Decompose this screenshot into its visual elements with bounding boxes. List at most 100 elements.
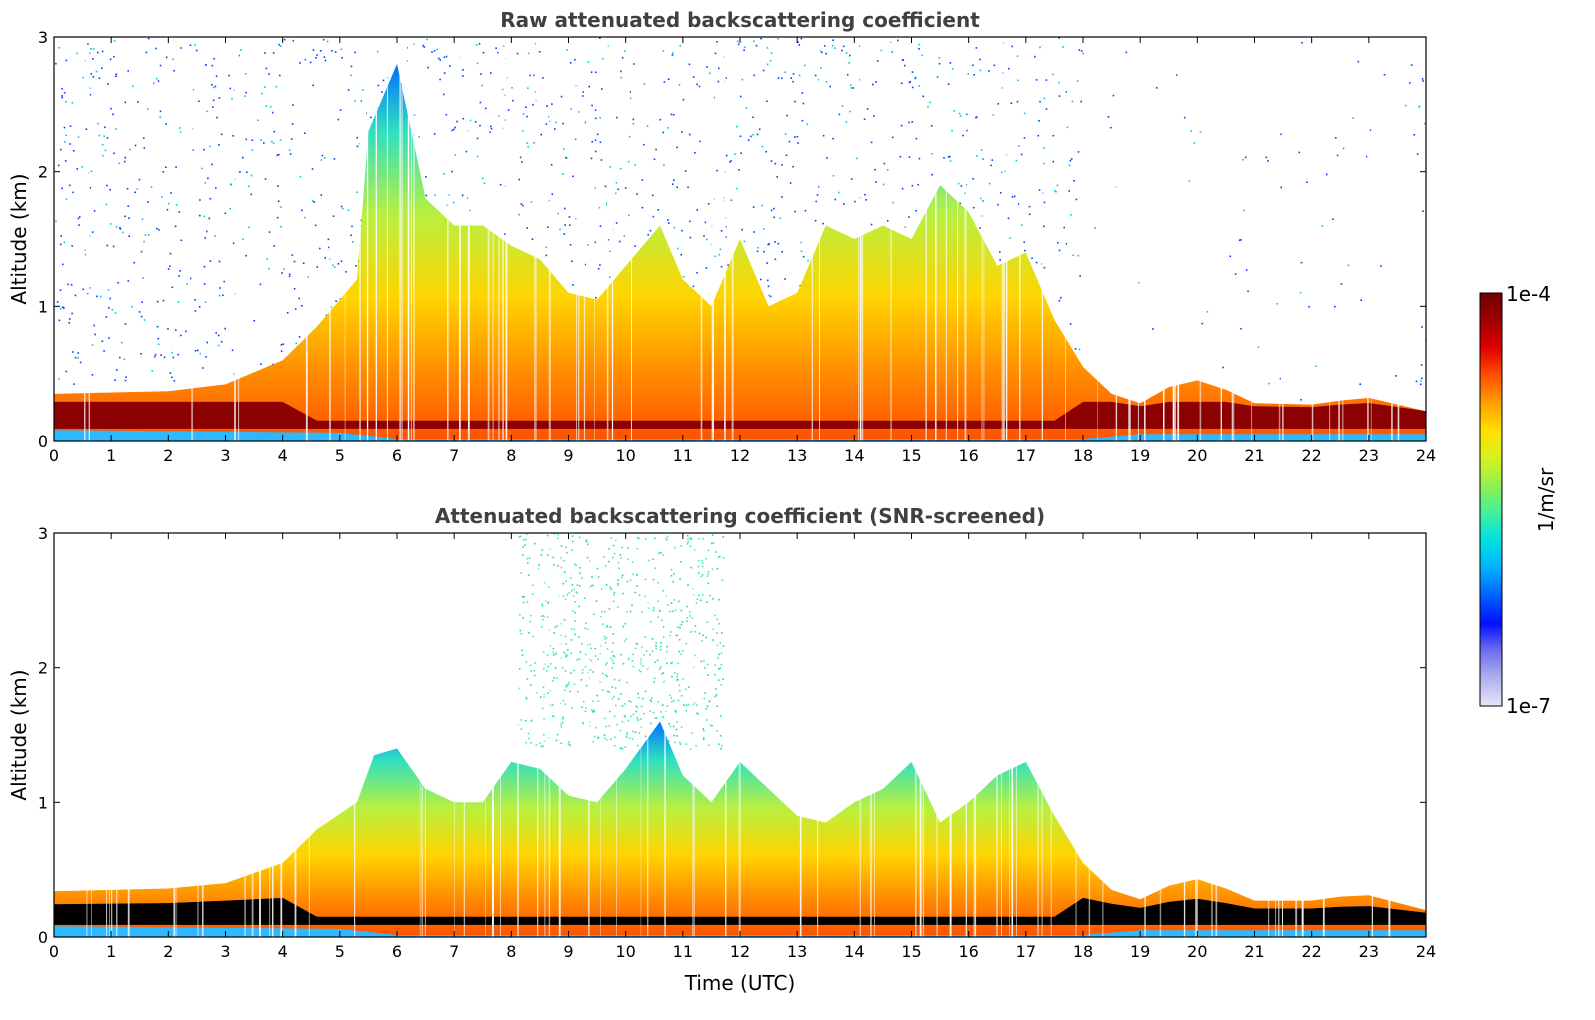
noise-dot — [570, 672, 572, 674]
noise-dot — [587, 244, 589, 246]
noise-dot — [644, 735, 647, 738]
noise-dot — [784, 278, 786, 280]
noise-dot — [1415, 380, 1418, 383]
noise-dot — [666, 650, 668, 653]
noise-dot — [527, 146, 529, 148]
noise-dot — [543, 667, 545, 670]
noise-dot — [561, 718, 564, 720]
noise-dot — [600, 616, 602, 618]
noise-dot — [794, 210, 796, 213]
noise-dot — [543, 651, 545, 654]
noise-dot — [449, 65, 451, 67]
noise-dot — [526, 142, 529, 144]
noise-dot — [594, 187, 596, 189]
noise-dot — [520, 203, 523, 205]
noise-dot — [304, 58, 307, 61]
noise-dot — [519, 629, 522, 632]
noise-dot — [613, 552, 616, 555]
noise-dot — [634, 731, 637, 733]
noise-dot — [705, 636, 707, 639]
noise-dot — [580, 679, 583, 681]
noise-dot — [701, 565, 704, 568]
noise-dot — [709, 724, 712, 727]
noise-dot — [587, 628, 589, 631]
noise-dot — [90, 48, 92, 50]
noise-dot — [291, 123, 294, 125]
noise-dot — [965, 113, 968, 116]
noise-dot — [456, 120, 458, 123]
noise-dot — [172, 58, 174, 61]
noise-dot — [632, 573, 634, 576]
noise-dot — [1247, 290, 1249, 293]
noise-dot — [718, 253, 720, 256]
noise-dot — [565, 546, 567, 549]
noise-dot — [198, 100, 200, 102]
noise-dot — [674, 709, 677, 712]
noise-dot — [701, 573, 704, 576]
noise-dot — [476, 137, 479, 140]
noise-dot — [525, 538, 527, 541]
noise-dot — [582, 95, 584, 97]
noise-dot — [892, 136, 894, 139]
noise-dot — [604, 185, 607, 188]
noise-dot — [626, 611, 628, 613]
noise-dot — [562, 716, 564, 719]
noise-dot — [466, 197, 469, 199]
noise-dot — [242, 156, 244, 159]
noise-dot — [801, 92, 804, 94]
noise-dot — [582, 722, 584, 725]
noise-dot — [140, 353, 142, 355]
noise-dot — [114, 312, 117, 314]
noise-dot — [109, 58, 112, 61]
noise-dot — [521, 161, 523, 163]
noise-dot — [350, 65, 353, 68]
dropout-stripe — [935, 37, 937, 441]
noise-dot — [597, 133, 599, 136]
noise-dot — [655, 148, 657, 151]
noise-dot — [756, 250, 759, 253]
noise-dot — [1419, 383, 1422, 386]
noise-dot — [1017, 79, 1019, 82]
noise-dot — [781, 164, 783, 166]
noise-dot — [189, 44, 192, 46]
noise-dot — [1335, 137, 1337, 139]
noise-dot — [543, 734, 545, 736]
noise-dot — [705, 267, 708, 269]
noise-dot — [98, 77, 101, 79]
dropout-stripe — [731, 37, 733, 441]
noise-dot — [214, 235, 216, 237]
noise-dot — [475, 44, 478, 46]
noise-dot — [975, 47, 978, 49]
noise-dot — [1332, 218, 1334, 221]
noise-dot — [736, 125, 738, 128]
noise-dot — [706, 575, 709, 577]
noise-dot — [660, 552, 662, 554]
noise-dot — [530, 742, 533, 744]
noise-dot — [547, 226, 549, 228]
x-tick-label: 6 — [392, 446, 402, 465]
dropout-stripe — [983, 37, 985, 441]
dropout-stripe — [640, 533, 642, 937]
x-tick-label: 11 — [673, 942, 693, 961]
dropout-stripe — [981, 37, 983, 441]
noise-dot — [967, 73, 969, 75]
noise-dot — [565, 684, 568, 687]
noise-dot — [159, 110, 162, 113]
noise-dot — [845, 121, 848, 123]
noise-dot — [863, 118, 866, 120]
noise-dot — [147, 37, 150, 40]
noise-dot — [1077, 151, 1080, 153]
noise-dot — [1017, 203, 1020, 205]
noise-dot — [590, 157, 593, 160]
noise-dot — [599, 141, 602, 144]
noise-dot — [608, 608, 611, 610]
noise-dot — [654, 537, 656, 540]
noise-dot — [425, 176, 427, 178]
noise-dot — [794, 136, 796, 138]
noise-dot — [279, 45, 282, 47]
noise-dot — [595, 726, 598, 729]
noise-dot — [1152, 328, 1154, 330]
noise-dot — [700, 575, 703, 578]
noise-dot — [807, 259, 809, 262]
x-tick-label: 19 — [1130, 446, 1150, 465]
